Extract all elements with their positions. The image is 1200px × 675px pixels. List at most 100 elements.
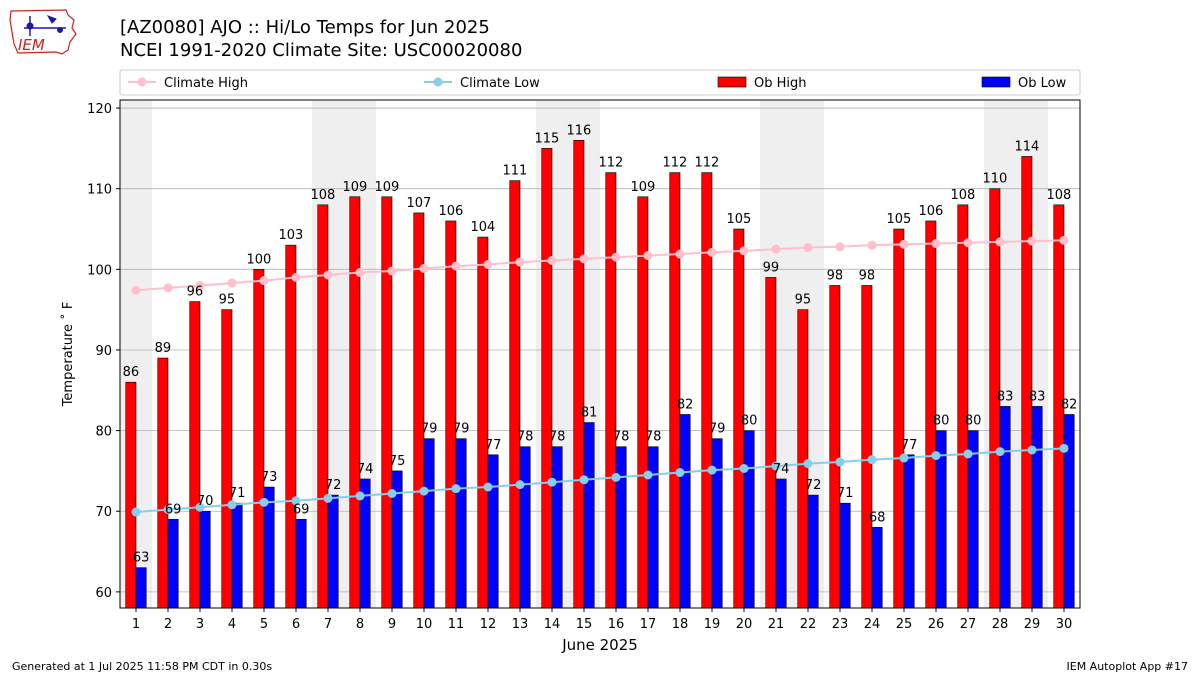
ob-low-label-8: 74 xyxy=(357,462,374,477)
ob-high-label-6: 103 xyxy=(278,228,303,243)
ob-low-label-26: 80 xyxy=(933,414,950,429)
ob-low-bar-22 xyxy=(807,494,819,609)
climate-low-point-18 xyxy=(675,468,685,478)
x-tick-label-24: 24 xyxy=(864,617,881,632)
climate-low-point-6 xyxy=(291,496,301,506)
climate-low-point-29 xyxy=(1027,445,1037,455)
x-tick-label-19: 19 xyxy=(704,617,721,632)
ob-high-bar-29 xyxy=(1021,156,1033,609)
ob-high-label-25: 105 xyxy=(886,212,911,227)
ob-high-bar-3 xyxy=(189,301,201,609)
climate-low-point-22 xyxy=(803,459,813,469)
ob-high-bar-9 xyxy=(381,196,393,609)
x-axis-label: June 2025 xyxy=(561,636,638,654)
ob-high-bar-16 xyxy=(605,172,617,609)
app-label: IEM Autoplot App #17 xyxy=(1066,660,1189,673)
iem-logo: IEM xyxy=(9,9,77,55)
climate-high-point-10 xyxy=(419,264,429,274)
climate-high-point-4 xyxy=(227,278,237,288)
x-tick-label-27: 27 xyxy=(960,617,977,632)
ob-low-bar-6 xyxy=(295,519,307,609)
ob-low-label-20: 80 xyxy=(741,414,758,429)
x-tick-label-26: 26 xyxy=(928,617,945,632)
climate-low-point-4 xyxy=(227,500,237,510)
climate-high-point-2 xyxy=(163,283,173,293)
ob-high-bar-22 xyxy=(797,309,809,609)
ob-low-bar-15 xyxy=(583,422,595,609)
climate-low-line xyxy=(135,447,1065,514)
climate-low-point-15 xyxy=(579,475,589,485)
ob-high-label-29: 114 xyxy=(1014,139,1039,154)
logo-text: IEM xyxy=(18,36,45,54)
x-tick-label-4: 4 xyxy=(228,617,236,632)
ob-low-label-7: 72 xyxy=(325,478,342,493)
x-tick-label-11: 11 xyxy=(448,617,465,632)
ob-high-bar-12 xyxy=(477,236,489,609)
climate-high-point-16 xyxy=(611,252,621,262)
ob-low-bar-21 xyxy=(775,478,787,609)
ob-low-label-3: 70 xyxy=(197,494,214,509)
ob-high-bar-14 xyxy=(541,148,553,609)
climate-low-point-24 xyxy=(867,455,877,465)
x-tick-label-15: 15 xyxy=(576,617,593,632)
ob-low-label-21: 74 xyxy=(773,462,790,477)
ob-high-bar-15 xyxy=(573,140,585,609)
ob-low-label-27: 80 xyxy=(965,414,982,429)
climate-high-point-9 xyxy=(387,266,397,276)
climate-high-point-7 xyxy=(323,270,333,280)
ob-high-label-24: 98 xyxy=(859,268,876,283)
climate-high-point-22 xyxy=(803,243,813,253)
ob-low-label-12: 77 xyxy=(485,438,502,453)
x-tick-label-2: 2 xyxy=(164,617,172,632)
legend-label-ob-low: Ob Low xyxy=(1018,76,1067,91)
climate-high-point-3 xyxy=(195,280,205,290)
ob-high-bar-25 xyxy=(893,228,905,609)
climate-high-point-17 xyxy=(643,251,653,261)
ob-low-label-29: 83 xyxy=(1029,389,1046,404)
ob-low-label-9: 75 xyxy=(389,454,406,469)
ob-low-bar-20 xyxy=(743,430,755,609)
climate-low-point-28 xyxy=(995,447,1005,457)
ob-high-label-20: 105 xyxy=(726,212,751,227)
legend-swatch-ob-high xyxy=(717,76,747,88)
climate-low-point-27 xyxy=(963,449,973,459)
x-tick-label-20: 20 xyxy=(736,617,753,632)
climate-high-point-14 xyxy=(547,255,557,265)
ob-high-bar-11 xyxy=(445,220,457,609)
iowa-state-outline xyxy=(9,9,77,55)
x-tick-label-16: 16 xyxy=(608,617,625,632)
ob-high-label-18: 112 xyxy=(662,156,687,171)
weather-station-icon xyxy=(24,15,66,36)
legend-marker-climate-low xyxy=(433,77,443,87)
ob-high-label-2: 89 xyxy=(155,341,172,356)
ob-high-label-9: 109 xyxy=(374,180,399,195)
ob-low-bar-11 xyxy=(455,438,467,609)
ob-low-bar-13 xyxy=(519,446,531,609)
ob-high-bar-8 xyxy=(349,196,361,609)
y-tick-label-80: 80 xyxy=(95,425,112,440)
ob-high-label-13: 111 xyxy=(502,164,527,179)
ob-high-label-23: 98 xyxy=(827,268,844,283)
ob-high-bar-1 xyxy=(125,381,137,609)
ob-high-label-16: 112 xyxy=(598,156,623,171)
ob-low-bar-24 xyxy=(871,527,883,609)
climate-low-point-26 xyxy=(931,451,941,461)
x-tick-label-28: 28 xyxy=(992,617,1009,632)
ob-high-label-12: 104 xyxy=(470,220,495,235)
climate-low-point-5 xyxy=(259,497,269,507)
ob-high-bar-23 xyxy=(829,285,841,609)
ob-low-label-15: 81 xyxy=(581,406,598,421)
climate-low-point-7 xyxy=(323,493,333,503)
ob-low-label-13: 78 xyxy=(517,430,534,445)
climate-high-point-21 xyxy=(771,244,781,254)
x-tick-label-5: 5 xyxy=(260,617,268,632)
legend-label-climate-low: Climate Low xyxy=(460,76,540,91)
x-tick-label-21: 21 xyxy=(768,617,785,632)
ob-low-bar-10 xyxy=(423,438,435,609)
y-axis-label: Temperature ˚ F xyxy=(60,302,76,408)
ob-low-bar-2 xyxy=(167,519,179,609)
climate-low-point-1 xyxy=(131,507,141,517)
legend-label-climate-high: Climate High xyxy=(164,76,248,91)
ob-low-bar-28 xyxy=(999,406,1011,609)
ob-low-label-11: 79 xyxy=(453,422,470,437)
